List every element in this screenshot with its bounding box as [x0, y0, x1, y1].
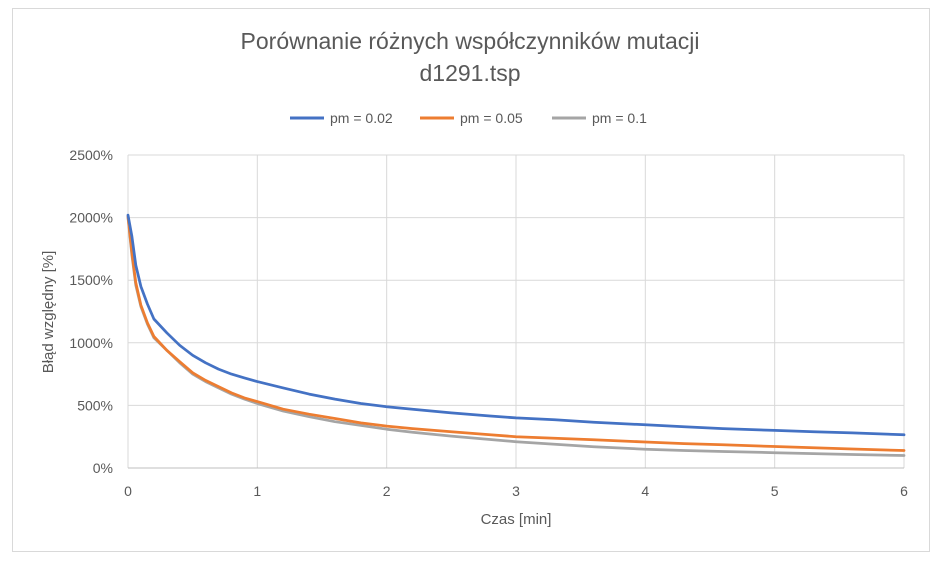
- legend-item: pm = 0.02: [290, 110, 393, 126]
- x-tick-label: 6: [900, 483, 908, 499]
- x-tick-label: 4: [641, 483, 649, 499]
- grid: [127, 154, 905, 469]
- x-axis-ticks: 0 1 2 3 4 5 6: [124, 483, 908, 499]
- chart-subtitle: d1291.tsp: [419, 60, 520, 86]
- legend-label: pm = 0.02: [330, 110, 393, 126]
- x-tick-label: 2: [383, 483, 391, 499]
- chart-title: Porównanie różnych współczynników mutacj…: [241, 28, 700, 54]
- y-axis-ticks: 0% 500% 1000% 1500% 2000% 2500%: [69, 147, 113, 476]
- x-axis-title: Czas [min]: [481, 511, 552, 528]
- y-axis-title: Błąd względny [%]: [40, 251, 57, 374]
- legend-item: pm = 0.05: [420, 110, 523, 126]
- x-tick-label: 1: [253, 483, 261, 499]
- y-tick-label: 1500%: [69, 272, 113, 288]
- series-line-pm-0-02: [126, 213, 906, 437]
- series-line-pm-0-05: [126, 214, 906, 452]
- x-tick-label: 5: [771, 483, 779, 499]
- x-tick-label: 3: [512, 483, 520, 499]
- y-tick-label: 1000%: [69, 335, 113, 351]
- y-tick-label: 0%: [93, 460, 113, 476]
- legend: pm = 0.02 pm = 0.05 pm = 0.1: [290, 110, 647, 126]
- y-tick-label: 2000%: [69, 210, 113, 226]
- legend-label: pm = 0.05: [460, 110, 523, 126]
- series-lines: [126, 213, 906, 457]
- x-tick-label: 0: [124, 483, 132, 499]
- legend-label: pm = 0.1: [592, 110, 647, 126]
- y-tick-label: 2500%: [69, 147, 113, 163]
- legend-item: pm = 0.1: [552, 110, 647, 126]
- y-tick-label: 500%: [77, 397, 113, 413]
